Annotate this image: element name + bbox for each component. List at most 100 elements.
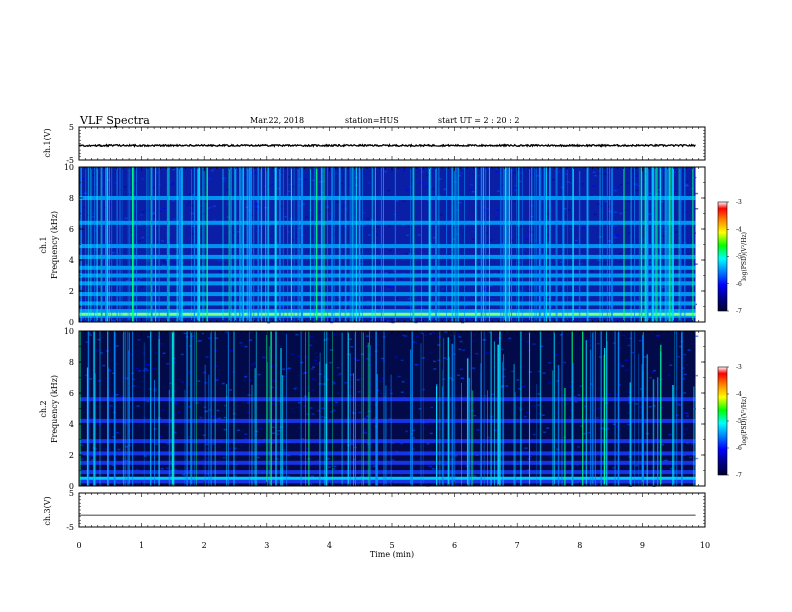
spec2-speckle xyxy=(317,409,321,412)
spec2-speckle xyxy=(197,340,201,342)
spec1-speckle xyxy=(458,175,462,177)
spec2-speckle xyxy=(359,378,362,380)
spec2-speckle xyxy=(306,386,310,389)
spec1-speckle xyxy=(108,240,112,242)
spec2-speckle xyxy=(428,333,432,335)
spec2-speckle xyxy=(309,424,312,427)
spec2-speckle xyxy=(244,374,248,376)
spec2-speckle xyxy=(422,388,425,391)
spec1-speckle xyxy=(384,272,388,274)
spec2-speckle xyxy=(619,363,623,365)
spec2-speckle xyxy=(96,406,100,408)
spec2-speckle xyxy=(204,410,208,413)
spec2-speckle xyxy=(588,344,592,347)
spec1-speckle xyxy=(222,180,226,182)
spec2-speckle xyxy=(256,385,260,387)
spec1-speckle xyxy=(189,193,193,195)
spec2-speckle xyxy=(471,401,475,403)
spec1-speckle xyxy=(627,200,631,203)
spec1-speckle xyxy=(125,280,129,282)
spec1-speckle xyxy=(212,219,216,221)
spec2-speckle xyxy=(656,335,660,338)
spec2-speckle xyxy=(151,458,155,460)
ch1-spec-ylabel-top: ch.1 xyxy=(39,236,48,253)
spec2-speckle xyxy=(309,407,313,409)
spec1-speckle xyxy=(684,210,688,213)
spec2-speckle xyxy=(311,413,315,415)
spec1-speckle xyxy=(635,300,639,302)
spec2-speckle xyxy=(133,455,137,458)
spec2-speckle xyxy=(205,443,209,446)
spec2-speckle xyxy=(639,406,643,408)
spec1-speckle xyxy=(523,290,527,293)
spec1-speckle xyxy=(661,235,665,237)
spec2-speckle xyxy=(225,396,229,398)
spec2-speckle xyxy=(137,425,141,427)
spec2-speckle xyxy=(657,446,661,449)
spec2-speckle xyxy=(643,356,647,358)
spec1-speckle xyxy=(695,192,699,195)
spec2-speckle xyxy=(349,374,353,376)
ch2-colorbar-tick-label: -4 xyxy=(736,391,742,398)
spec2-speckle xyxy=(203,371,207,374)
spec1-speckle xyxy=(310,262,314,264)
spec1-speckle xyxy=(310,235,314,238)
spec1-speckle xyxy=(342,280,346,282)
spec1-speckle xyxy=(443,291,447,293)
spec1-speckle xyxy=(239,231,243,234)
spec2-speckle xyxy=(108,369,112,372)
spec2-ytick-label: 4 xyxy=(69,420,74,429)
spec1-speckle xyxy=(112,251,116,254)
spec2-speckle xyxy=(390,392,393,395)
spec1-speckle xyxy=(340,182,343,185)
spec1-speckle xyxy=(387,287,391,289)
spec2-speckle xyxy=(249,379,252,382)
spec2-speckle xyxy=(546,455,550,457)
spec2-speckle xyxy=(312,366,315,368)
spec2-speckle xyxy=(319,370,323,372)
spec2-speckle xyxy=(612,467,616,469)
spec1-speckle xyxy=(661,169,665,171)
spec1-speckle xyxy=(292,238,296,241)
spec2-speckle xyxy=(218,446,222,448)
spec2-speckle xyxy=(401,381,405,383)
spec2-speckle xyxy=(358,411,362,414)
spec2-speckle xyxy=(475,352,479,355)
spec2-speckle xyxy=(391,442,395,444)
spec2-band xyxy=(79,439,696,444)
spec1-speckle xyxy=(206,207,210,209)
spec2-ytick-label: 0 xyxy=(69,482,74,491)
spec2-speckle xyxy=(537,370,541,373)
spec1-speckle xyxy=(162,207,166,209)
spec2-speckle xyxy=(208,337,212,339)
spec1-speckle xyxy=(559,261,563,263)
x-axis-label: Time (min) xyxy=(370,550,414,559)
spec1-speckle xyxy=(681,253,685,255)
spec2-speckle xyxy=(452,353,456,355)
spec2-speckle xyxy=(616,393,620,396)
spec1-speckle xyxy=(113,247,117,249)
spec2-speckle xyxy=(464,395,468,398)
spec1-speckle xyxy=(416,264,420,267)
spec2-speckle xyxy=(202,436,206,438)
spec1-speckle xyxy=(276,173,279,175)
spec2-speckle xyxy=(325,338,329,340)
spec1-speckle xyxy=(168,239,172,242)
spec1-speckle xyxy=(139,277,143,280)
spec2-speckle xyxy=(412,341,416,343)
spec2-speckle xyxy=(615,448,619,451)
spec1-speckle xyxy=(452,238,456,240)
spec1-speckle xyxy=(109,285,113,287)
spec1-speckle xyxy=(518,180,522,183)
spec1-speckle xyxy=(692,232,696,234)
wave1-trace xyxy=(78,143,696,148)
spec2-speckle xyxy=(111,464,115,467)
spec1-speckle xyxy=(162,260,166,262)
spec2-speckle xyxy=(617,384,621,386)
spec2-speckle xyxy=(228,389,232,391)
spec1-speckle xyxy=(156,241,160,243)
spec1-speckle xyxy=(172,168,175,171)
spec1-speckle xyxy=(638,307,641,309)
spec2-speckle xyxy=(511,370,515,373)
spec2-speckle xyxy=(321,407,325,409)
